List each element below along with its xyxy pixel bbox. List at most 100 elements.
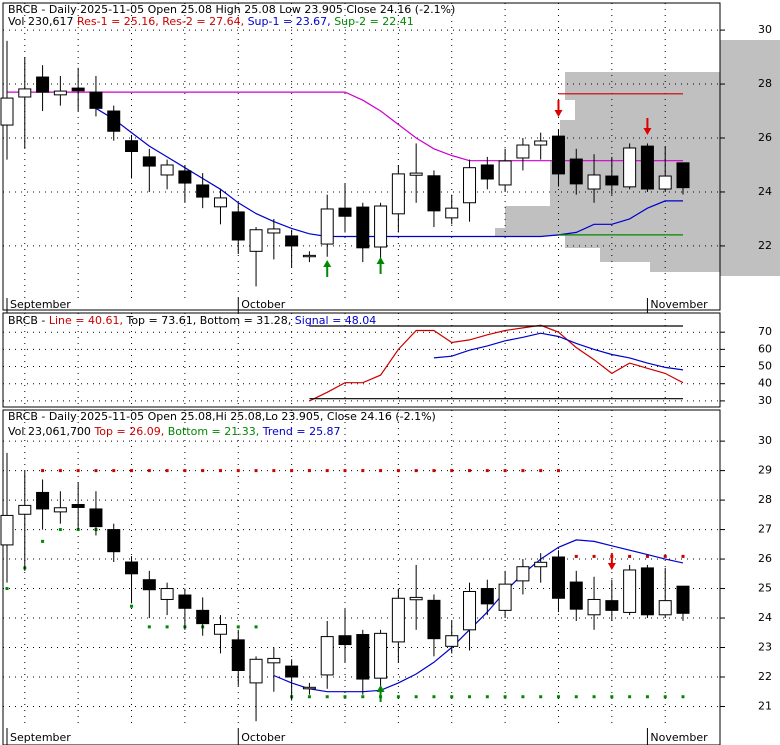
candle-body: [107, 529, 121, 553]
panel-frame: [2, 2, 721, 311]
candle-body: [302, 686, 316, 690]
candle-body: [338, 635, 352, 646]
candle-body: [409, 172, 423, 176]
candle-body: [391, 597, 405, 643]
candle-body: [160, 588, 174, 600]
dot: [307, 469, 311, 473]
candle-body: [231, 211, 245, 241]
dot: [592, 695, 596, 699]
y-tick-label: 24: [758, 611, 772, 624]
candle-body: [587, 598, 601, 616]
candle-body: [36, 491, 50, 510]
legend-entry: Vol 230,617: [8, 15, 73, 28]
legend-entry: Vol 23,061,700: [8, 425, 91, 438]
candle-body: [213, 624, 227, 635]
volume-profile: [495, 40, 780, 276]
candle-body: [285, 665, 299, 678]
legend-entry: Top = 26.09,: [93, 425, 164, 438]
candle-body: [89, 508, 103, 528]
dot: [574, 554, 578, 558]
dot: [201, 469, 205, 473]
signal-arrow-head: [376, 257, 385, 264]
candle-body: [196, 609, 210, 625]
legend-entry: Line = 40.61,: [49, 314, 123, 327]
dot: [645, 554, 649, 558]
legend-entry: Signal = 48.04: [295, 314, 377, 327]
candle-body: [356, 634, 370, 680]
candle-body: [658, 175, 672, 190]
candle-body: [640, 145, 654, 190]
candle-body: [623, 569, 637, 613]
candle-body: [89, 91, 103, 109]
dot: [610, 695, 614, 699]
legend: Vol 23,061,700 Top = 26.09, Bottom = 21.…: [8, 425, 341, 438]
dot: [521, 695, 525, 699]
candle-body: [480, 588, 494, 605]
dot: [112, 469, 116, 473]
candle-body: [480, 164, 494, 180]
candle-body: [36, 76, 50, 93]
series-line: [309, 324, 684, 402]
dot: [236, 625, 240, 629]
dot: [361, 469, 365, 473]
dot: [681, 695, 685, 699]
y-tick-label: 50: [758, 360, 772, 373]
candle-body: [427, 599, 441, 640]
x-tick-label: September: [10, 298, 71, 311]
candle-body: [0, 97, 14, 126]
x-tick-label: November: [650, 731, 708, 744]
dot: [94, 469, 98, 473]
dot: [521, 469, 525, 473]
dot: [165, 469, 169, 473]
dot: [236, 469, 240, 473]
candle-body: [498, 583, 512, 611]
candle-body: [125, 140, 139, 152]
dot: [468, 695, 472, 699]
dot: [396, 469, 400, 473]
candle-body: [374, 632, 388, 679]
dot: [130, 604, 134, 608]
candle-body: [605, 175, 619, 186]
candle-body: [676, 585, 690, 614]
candle-body: [391, 173, 405, 215]
signal-arrow-head: [554, 110, 563, 117]
candle-body: [0, 514, 14, 546]
candle-body: [249, 229, 263, 252]
x-tick-label: October: [241, 298, 285, 311]
dot: [147, 469, 151, 473]
candle-body: [356, 206, 370, 249]
dot: [503, 695, 507, 699]
signal-arrow-head: [643, 128, 652, 135]
dot: [307, 695, 311, 699]
dot: [396, 695, 400, 699]
dot: [325, 695, 329, 699]
dot: [290, 469, 294, 473]
legend-entry: Res-2 = 27.64,: [162, 15, 244, 28]
y-tick-label: 30: [758, 23, 772, 36]
candle-body: [249, 658, 263, 684]
candle-body: [551, 135, 565, 175]
legend-entry: BRCB -: [8, 314, 45, 327]
series-line: [433, 332, 684, 371]
chart-title: BRCB - Daily 2025-11-05 Open 25.08 High …: [8, 3, 455, 16]
y-tick-label: 22: [758, 670, 772, 683]
candle-body: [178, 170, 192, 184]
candle-body: [338, 207, 352, 217]
dot: [663, 554, 667, 558]
dot: [5, 587, 9, 591]
candle-body: [374, 205, 388, 248]
dot: [343, 695, 347, 699]
candle-body: [427, 175, 441, 212]
candle-body: [569, 581, 583, 610]
candle-body: [534, 561, 548, 568]
legend-entry: Bottom = 21.33,: [168, 425, 260, 438]
dot: [41, 469, 45, 473]
candle-body: [267, 657, 281, 664]
candle-body: [676, 162, 690, 189]
candle-body: [551, 556, 565, 599]
legend-entry: Top = 73.61,: [125, 314, 196, 327]
candle-body: [498, 160, 512, 186]
dot: [254, 625, 258, 629]
x-tick-label: September: [10, 731, 71, 744]
dot: [556, 695, 560, 699]
